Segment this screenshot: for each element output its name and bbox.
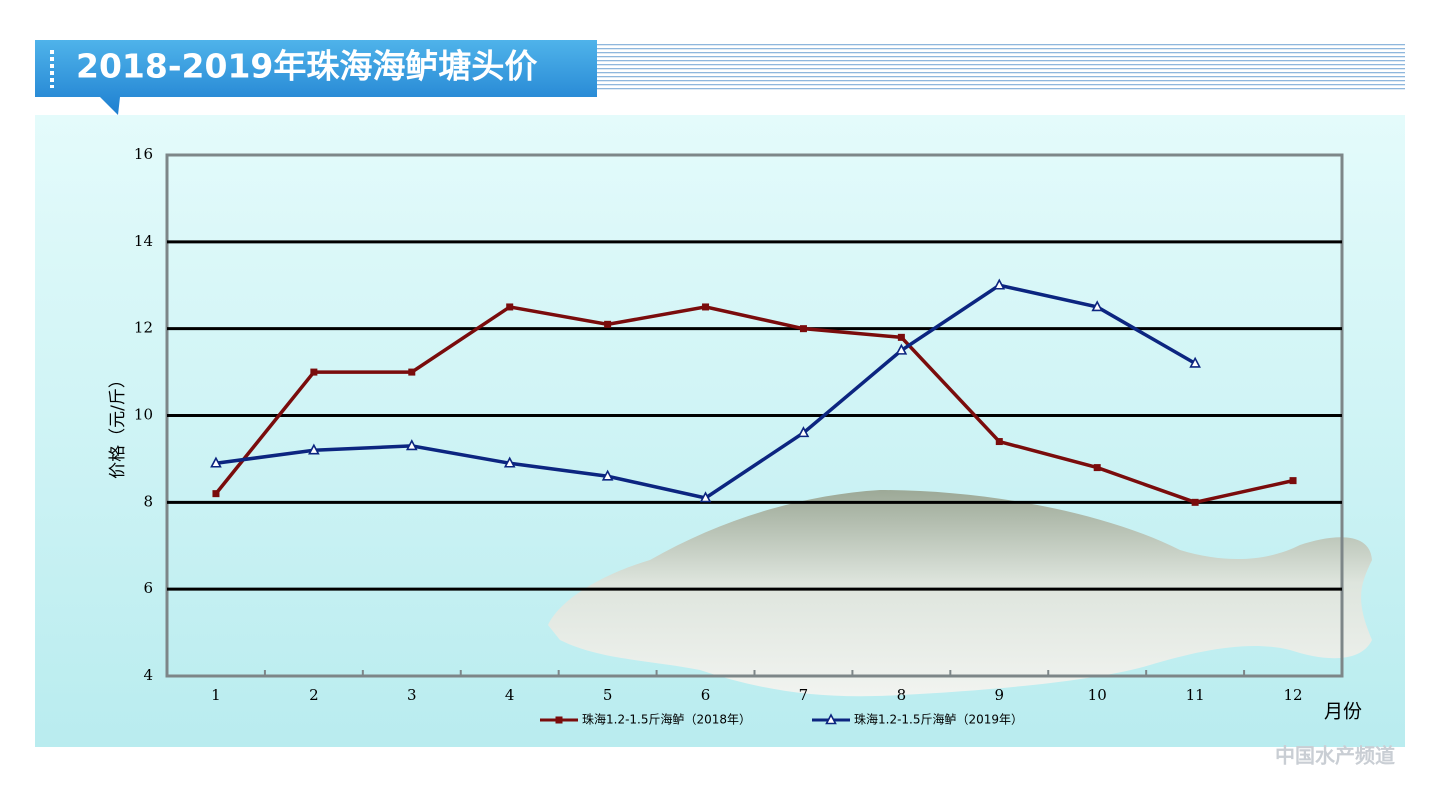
point [604,320,612,328]
x-tick-label: 9 [995,686,1005,704]
legend-label: 珠海1.2-1.5斤海鲈（2019年） [854,712,1023,727]
legend-label: 珠海1.2-1.5斤海鲈（2018年） [582,712,751,727]
point [993,278,1006,290]
legend-marker [825,713,837,725]
point [702,303,710,311]
x-tick-label: 10 [1088,686,1107,704]
x-tick-label: 7 [799,686,809,704]
point [1191,498,1199,506]
y-tick-label: 16 [134,145,153,163]
point [1093,464,1101,472]
y-tick-label: 4 [143,666,153,684]
point [503,456,516,468]
stripes [597,42,1405,90]
y-tick-label: 10 [134,406,153,424]
fish-picture [548,490,1372,697]
point [1189,356,1201,368]
point [699,491,712,503]
point [210,456,222,468]
point [212,490,220,498]
point [308,443,320,455]
point [797,426,810,438]
y-axis-label: 价格（元/斤） [108,371,128,479]
y-tick-label: 6 [143,579,153,597]
x-tick-label: 5 [603,686,613,704]
y-tick-label: 12 [134,319,153,337]
point [1289,477,1297,485]
x-tick-label: 6 [701,686,711,704]
x-tick-label: 8 [897,686,907,704]
point [895,343,908,355]
point [408,368,416,376]
y-tick-label: 8 [143,492,153,510]
chart-title: 2018-2019年珠海海鲈塘头价 [76,47,537,86]
point [897,333,905,341]
point [506,303,514,311]
series-line [214,305,1294,505]
x-tick-label: 3 [407,686,417,704]
x-tick-label: 12 [1283,686,1302,704]
point [310,368,318,376]
banner [35,40,597,115]
x-tick-label: 1 [211,686,221,704]
point [1091,300,1104,312]
point [995,438,1003,446]
point [601,469,614,481]
x-tick-label: 2 [309,686,319,704]
legend-marker [555,716,563,724]
y-tick-label: 14 [134,232,153,250]
point [799,325,807,333]
x-tick-label: 11 [1186,686,1205,704]
x-axis-label: 月份 [1324,701,1362,723]
watermark: 中国水产频道 [1275,744,1395,768]
x-tick-label: 4 [505,686,515,704]
point [405,439,418,451]
